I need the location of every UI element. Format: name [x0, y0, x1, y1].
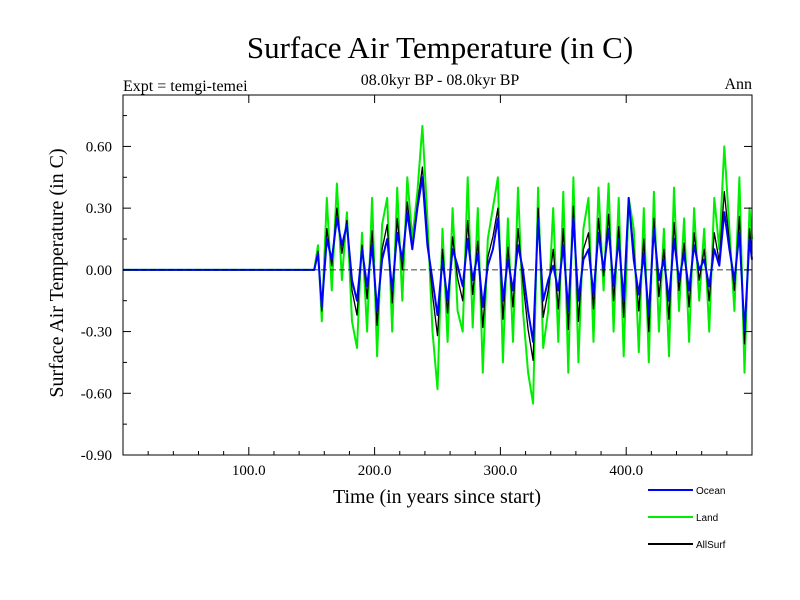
x-tick-label: 100.0: [232, 463, 266, 479]
y-tick-label: 0.00: [86, 263, 112, 279]
legend-label-land: Land: [696, 513, 718, 524]
x-tick-label: 300.0: [484, 463, 518, 479]
series-line-ocean: [123, 176, 753, 343]
x-axis-ticks: 100.0 200.0 300.0 400.0: [147, 95, 728, 479]
y-tick-label: -0.30: [81, 325, 112, 341]
y-tick-label: 0.30: [86, 201, 112, 217]
plot-frame: [122, 94, 753, 456]
y-axis-ticks: -0.90 -0.60 -0.30 0.00 0.30 0.60: [81, 115, 752, 464]
y-tick-label: 0.60: [86, 139, 112, 155]
legend-label-ocean: Ocean: [696, 486, 725, 497]
plot-area: 100.0 200.0 300.0 400.0 -0.90 -0.60 -0.30 0.00…: [81, 94, 753, 479]
x-tick-label: 400.0: [609, 463, 643, 479]
y-tick-label: -0.90: [81, 448, 112, 464]
y-axis-label: Surface Air Temperature (in C): [46, 148, 68, 397]
chart-title: Surface Air Temperature (in C): [247, 30, 633, 65]
y-tick-label: -0.60: [81, 386, 112, 402]
period-label: Ann: [724, 76, 752, 93]
x-tick-label: 200.0: [358, 463, 392, 479]
chart-subtitle: 08.0kyr BP - 08.0kyr BP: [361, 72, 520, 89]
series-layer: [123, 124, 753, 405]
expt-label: Expt = temgi-temei: [123, 78, 248, 95]
legend-label-allsurf: AllSurf: [696, 540, 726, 551]
x-axis-label: Time (in years since start): [333, 486, 541, 508]
series-line-land: [123, 124, 753, 405]
legend: Ocean Land AllSurf: [648, 486, 726, 551]
